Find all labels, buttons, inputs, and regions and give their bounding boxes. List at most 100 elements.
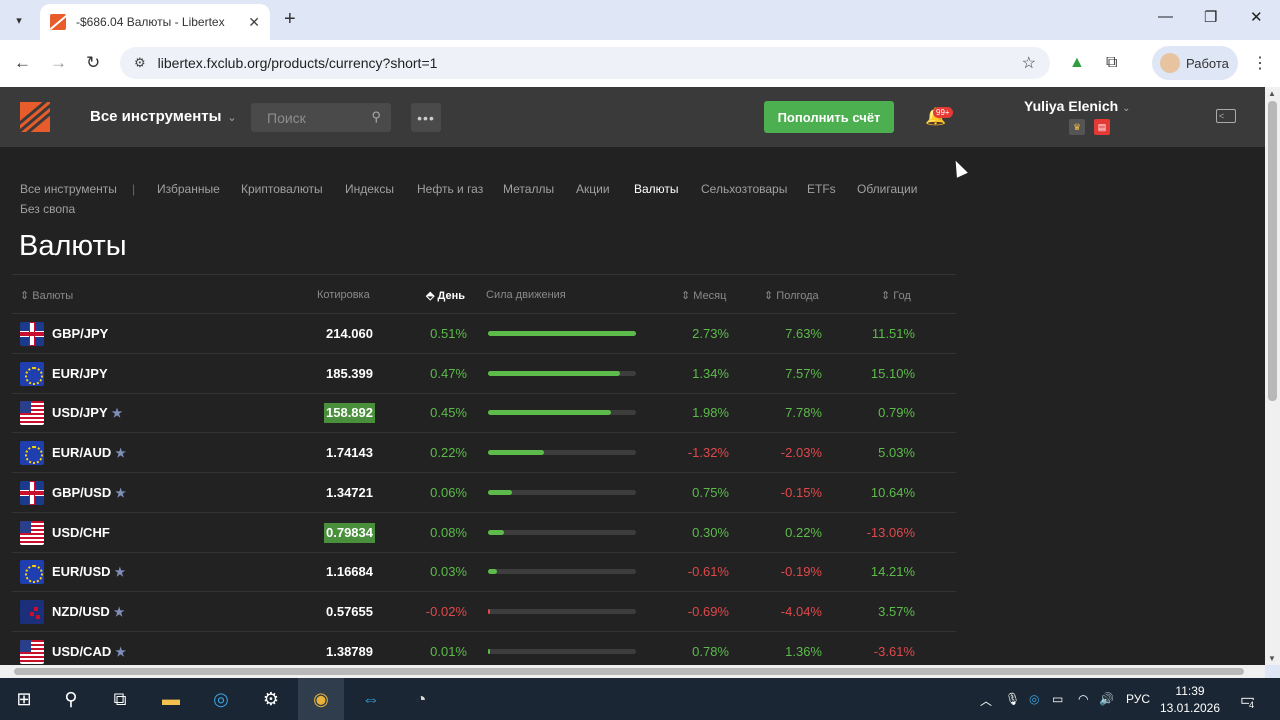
instrument-symbol[interactable]: USD/CAD ★ bbox=[52, 643, 126, 659]
category-stocks[interactable]: Акции bbox=[576, 182, 610, 196]
tray-chevron-up-icon[interactable]: ︿ bbox=[980, 694, 993, 708]
category-currencies[interactable]: Валюты bbox=[634, 182, 679, 196]
instruments-menu[interactable]: Все инструменты ⌄ bbox=[90, 108, 237, 125]
wifi-icon[interactable]: ◠ bbox=[1078, 692, 1089, 706]
table-row[interactable]: EUR/USD ★ 1.16684 0.03% -0.61% -0.19% 14.21% bbox=[12, 552, 956, 593]
table-row[interactable]: EUR/JPY 185.399 0.47% 1.34% 7.57% 15.10% bbox=[12, 354, 956, 394]
instrument-symbol[interactable]: EUR/JPY bbox=[52, 365, 108, 381]
reload-icon[interactable]: ↻ bbox=[86, 53, 101, 72]
category-bonds[interactable]: Облигации bbox=[857, 182, 918, 196]
file-explorer-icon[interactable]: ▬ bbox=[162, 688, 180, 709]
search-icon[interactable]: ⚲ bbox=[64, 688, 78, 709]
favorite-star-icon[interactable]: ★ bbox=[115, 644, 126, 659]
column-quote[interactable]: Котировка bbox=[317, 289, 370, 301]
category-all[interactable]: Все инструменты bbox=[20, 182, 117, 196]
column-year[interactable]: ⇕ Год bbox=[881, 290, 911, 302]
close-tab-icon[interactable]: ✕ bbox=[248, 13, 260, 30]
battery-icon[interactable]: ▭ bbox=[1052, 692, 1064, 706]
table-row[interactable]: USD/JPY ★ 158.892 0.45% 1.98% 7.78% 0.79% bbox=[12, 393, 956, 434]
search-box[interactable]: ⚲ bbox=[251, 103, 391, 132]
crown-icon[interactable]: ♛ bbox=[1069, 119, 1085, 135]
instrument-symbol[interactable]: EUR/AUD ★ bbox=[52, 445, 126, 461]
table-row[interactable]: GBP/USD ★ 1.34721 0.06% 0.75% -0.15% 10.64% bbox=[12, 473, 956, 513]
recorder-icon[interactable]: ◔ bbox=[415, 688, 427, 709]
clock-date: 13.01.2026 bbox=[1159, 701, 1221, 715]
vertical-scrollbar[interactable]: ▲ ▼ bbox=[1265, 87, 1280, 665]
category-crypto[interactable]: Криптовалюты bbox=[241, 182, 323, 196]
bookmark-star-icon[interactable]: ☆ bbox=[1021, 55, 1036, 72]
browser-menu-icon[interactable]: ⋮ bbox=[1252, 55, 1268, 72]
category-no-swap[interactable]: Без свопа bbox=[20, 202, 76, 216]
quote-value: 1.74143 bbox=[326, 445, 373, 461]
libertex-logo-icon[interactable] bbox=[20, 102, 50, 132]
instrument-symbol[interactable]: EUR/USD ★ bbox=[52, 564, 126, 580]
column-half-year[interactable]: ⇕ Полгода bbox=[764, 290, 819, 302]
tab-search-chevron-icon[interactable]: ▾ bbox=[16, 14, 22, 27]
category-metals[interactable]: Металлы bbox=[503, 182, 555, 196]
restore-window-icon[interactable]: ❐ bbox=[1204, 9, 1218, 26]
search-icon[interactable]: ⚲ bbox=[371, 109, 381, 124]
forward-arrow-icon[interactable]: → bbox=[50, 53, 67, 72]
favorite-star-icon[interactable]: ★ bbox=[111, 406, 123, 421]
teamviewer-icon[interactable]: ⇔ bbox=[362, 688, 380, 709]
table-row[interactable]: NZD/USD ★ 0.57655 -0.02% -0.69% -4.04% 3.57% bbox=[12, 592, 956, 632]
category-oil-gas[interactable]: Нефть и газ bbox=[417, 182, 484, 196]
scroll-up-icon[interactable]: ▲ bbox=[1268, 89, 1276, 98]
language-indicator[interactable]: РУС bbox=[1126, 692, 1151, 706]
extension-libertex-icon[interactable]: ▲ bbox=[1069, 54, 1085, 71]
back-arrow-icon[interactable]: ← bbox=[14, 53, 31, 72]
column-strength[interactable]: Сила движения bbox=[486, 289, 566, 301]
scrollbar-thumb[interactable] bbox=[1268, 101, 1277, 401]
deposit-button[interactable]: Пополнить счёт bbox=[764, 101, 894, 133]
instrument-symbol[interactable]: NZD/USD ★ bbox=[52, 603, 125, 619]
table-row[interactable]: EUR/AUD ★ 1.74143 0.22% -1.32% -2.03% 5.03% bbox=[12, 433, 956, 474]
microphone-icon[interactable]: 🎙 bbox=[1005, 692, 1021, 706]
category-etfs[interactable]: ETFs bbox=[807, 182, 836, 196]
more-options-button[interactable]: ••• bbox=[411, 103, 441, 132]
favorite-star-icon[interactable]: ★ bbox=[115, 446, 126, 461]
search-input[interactable] bbox=[267, 109, 357, 126]
column-month[interactable]: ⇕ Месяц bbox=[681, 290, 727, 302]
extensions-puzzle-icon[interactable]: ⧉ bbox=[1106, 54, 1118, 71]
collapse-panel-icon[interactable]: < bbox=[1216, 109, 1236, 123]
scroll-down-icon[interactable]: ▼ bbox=[1268, 654, 1276, 663]
table-row[interactable]: GBP/JPY 214.060 0.51% 2.73% 7.63% 11.51% bbox=[12, 314, 956, 354]
category-agriculture[interactable]: Сельхозтовары bbox=[701, 182, 788, 196]
windows-start-icon[interactable]: ⊞ bbox=[16, 688, 32, 709]
instrument-symbol[interactable]: USD/CHF bbox=[52, 524, 110, 540]
instrument-symbol[interactable]: GBP/USD ★ bbox=[52, 484, 126, 500]
document-icon[interactable]: ▤ bbox=[1094, 119, 1110, 135]
column-instrument[interactable]: ⇕ Валюты bbox=[20, 290, 74, 302]
movement-strength-fill bbox=[488, 450, 545, 456]
settings-gear-icon[interactable]: ⚙ bbox=[262, 688, 280, 709]
minimize-window-icon[interactable]: — bbox=[1158, 8, 1173, 25]
favorite-star-icon[interactable]: ★ bbox=[113, 604, 125, 619]
app-swirl-icon[interactable]: ◎ bbox=[213, 688, 229, 709]
address-bar[interactable]: ⚙ libertex.fxclub.org/products/currency?… bbox=[120, 47, 1050, 79]
favorite-star-icon[interactable]: ★ bbox=[114, 565, 126, 580]
quote-value: 214.060 bbox=[326, 326, 373, 341]
horizontal-scrollbar[interactable] bbox=[0, 665, 1265, 678]
task-view-icon[interactable]: ⧉ bbox=[113, 688, 127, 709]
chevron-down-icon: ⌄ bbox=[227, 112, 237, 124]
chrome-icon[interactable]: ◉ bbox=[313, 688, 329, 709]
tray-app-icon[interactable]: ◎ bbox=[1029, 692, 1040, 706]
instrument-symbol[interactable]: USD/JPY ★ bbox=[52, 405, 123, 421]
url-text[interactable]: libertex.fxclub.org/products/currency?sh… bbox=[157, 55, 438, 71]
volume-icon[interactable]: 🔊 bbox=[1099, 692, 1114, 706]
site-info-icon[interactable]: ⚙ bbox=[134, 55, 146, 70]
instrument-symbol[interactable]: GBP/JPY bbox=[52, 326, 109, 341]
scrollbar-thumb[interactable] bbox=[14, 668, 1244, 675]
profile-button[interactable]: Работа bbox=[1152, 46, 1238, 80]
category-indices[interactable]: Индексы bbox=[345, 182, 394, 196]
browser-tab[interactable]: -$686.04 Валюты - Libertex ✕ bbox=[40, 4, 270, 40]
category-favorites[interactable]: Избранные bbox=[157, 182, 220, 196]
favorite-star-icon[interactable]: ★ bbox=[115, 485, 126, 500]
user-menu[interactable]: Yuliya Elenich ⌄ bbox=[1024, 98, 1131, 114]
table-row[interactable]: USD/CHF 0.79834 0.08% 0.30% 0.22% -13.06% bbox=[12, 513, 956, 553]
clock[interactable]: 11:39 13.01.2026 bbox=[1158, 683, 1222, 717]
table-row[interactable]: USD/CAD ★ 1.38789 0.01% 0.78% 1.36% -3.61% bbox=[12, 632, 956, 665]
new-tab-plus-icon[interactable]: + bbox=[284, 8, 296, 30]
close-window-icon[interactable]: ✕ bbox=[1250, 9, 1263, 26]
column-day[interactable]: ⬘ День bbox=[426, 290, 466, 302]
